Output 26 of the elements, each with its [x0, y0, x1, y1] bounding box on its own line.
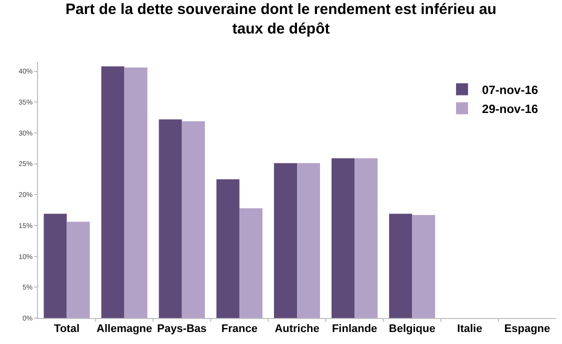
bar — [182, 121, 205, 318]
bar — [124, 68, 148, 318]
x-tick-label: Autriche — [274, 323, 320, 336]
bar — [297, 163, 320, 318]
bar — [354, 158, 378, 318]
legend-label: 07-nov-16 — [482, 82, 538, 97]
x-tick-label: Belgique — [388, 323, 436, 336]
bar — [216, 179, 240, 318]
bar — [239, 208, 262, 318]
x-tick-label: Finlande — [332, 323, 378, 336]
bar — [101, 66, 124, 318]
bar — [274, 163, 297, 318]
bar — [412, 214, 436, 318]
x-tick-label: Pays-Bas — [157, 323, 207, 336]
bar — [158, 119, 182, 318]
x-tick-label: Espagne — [504, 323, 550, 336]
x-tick-label: Total — [54, 323, 80, 336]
legend-label: 29-nov-16 — [482, 102, 538, 116]
bar — [389, 214, 412, 318]
chart-title: Part de la dette souveraine dont le rendement est inférieu au taux de dépôt — [66, 0, 496, 38]
bar — [44, 214, 67, 318]
bar — [66, 222, 90, 318]
x-tick-label: Allemagne — [96, 323, 152, 336]
x-tick-label: Italie — [457, 323, 482, 336]
x-tick-label: France — [221, 323, 258, 336]
bar — [332, 158, 355, 318]
